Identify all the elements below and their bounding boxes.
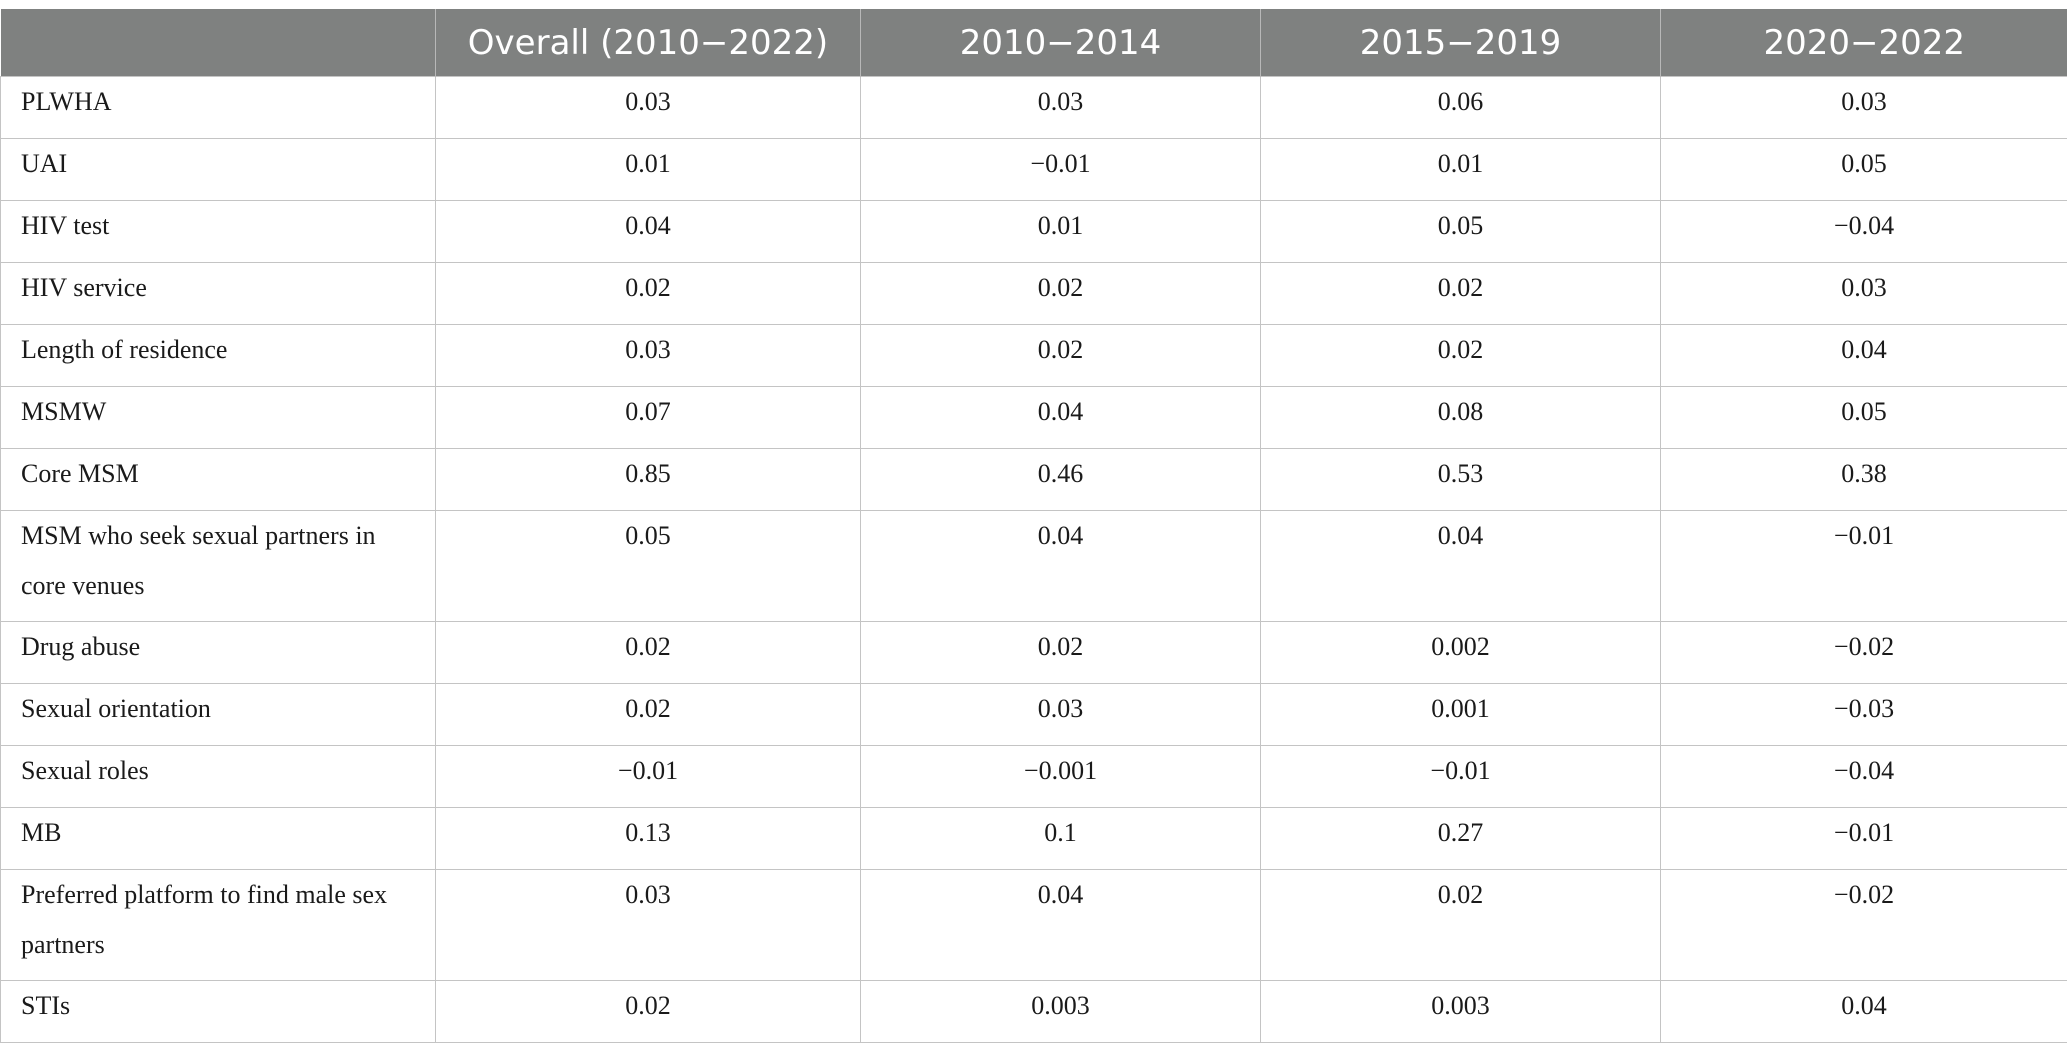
header-cell-overall: Overall (2010−2022) [435, 9, 861, 77]
data-table-container: Overall (2010−2022) 2010−2014 2015−2019 … [0, 9, 2067, 1043]
value-cell: 0.27 [1260, 807, 1661, 870]
row-label: HIV test [0, 200, 436, 263]
row-label: Length of residence [0, 324, 436, 387]
header-cell-empty [0, 9, 436, 77]
value-cell: 0.04 [1260, 510, 1661, 622]
value-cell: 0.53 [1260, 448, 1661, 511]
table-row: UAI 0.01 −0.01 0.01 0.05 [0, 138, 2067, 201]
row-label: Drug abuse [0, 621, 436, 684]
value-cell: 0.07 [435, 386, 861, 449]
value-cell: 0.04 [1660, 324, 2067, 387]
row-label: Preferred platform to find male sex part… [0, 869, 436, 981]
value-cell: 0.02 [435, 621, 861, 684]
value-cell: 0.02 [1260, 869, 1661, 981]
value-cell: 0.04 [860, 869, 1261, 981]
header-row: Overall (2010−2022) 2010−2014 2015−2019 … [0, 9, 2067, 77]
table-row: MB 0.13 0.1 0.27 −0.01 [0, 807, 2067, 870]
value-cell: 0.01 [1260, 138, 1661, 201]
row-label: Sexual roles [0, 745, 436, 808]
table-row: HIV test 0.04 0.01 0.05 −0.04 [0, 200, 2067, 263]
table-row: Sexual roles −0.01 −0.001 −0.01 −0.04 [0, 745, 2067, 808]
value-cell: 0.05 [435, 510, 861, 622]
value-cell: 0.03 [1660, 262, 2067, 325]
value-cell: 0.001 [1260, 683, 1661, 746]
table-row: STIs 0.02 0.003 0.003 0.04 [0, 980, 2067, 1043]
value-cell: −0.001 [860, 745, 1261, 808]
value-cell: 0.1 [860, 807, 1261, 870]
value-cell: 0.05 [1660, 138, 2067, 201]
value-cell: −0.04 [1660, 200, 2067, 263]
row-label: UAI [0, 138, 436, 201]
value-cell: 0.03 [860, 683, 1261, 746]
row-label: MB [0, 807, 436, 870]
table-row: PLWHA 0.03 0.03 0.06 0.03 [0, 76, 2067, 139]
value-cell: −0.01 [1660, 807, 2067, 870]
row-label: PLWHA [0, 76, 436, 139]
table-row: Core MSM 0.85 0.46 0.53 0.38 [0, 448, 2067, 511]
table-row: Preferred platform to find male sex part… [0, 869, 2067, 981]
value-cell: −0.04 [1660, 745, 2067, 808]
value-cell: 0.03 [1660, 76, 2067, 139]
value-cell: 0.04 [860, 510, 1261, 622]
value-cell: 0.003 [1260, 980, 1661, 1043]
value-cell: 0.08 [1260, 386, 1661, 449]
value-cell: 0.85 [435, 448, 861, 511]
value-cell: 0.38 [1660, 448, 2067, 511]
value-cell: 0.04 [860, 386, 1261, 449]
table-row: MSM who seek sexual partners in core ven… [0, 510, 2067, 622]
value-cell: 0.02 [860, 621, 1261, 684]
value-cell: 0.02 [435, 683, 861, 746]
value-cell: 0.03 [860, 76, 1261, 139]
table-row: Sexual orientation 0.02 0.03 0.001 −0.03 [0, 683, 2067, 746]
value-cell: 0.05 [1260, 200, 1661, 263]
value-cell: −0.01 [1660, 510, 2067, 622]
value-cell: 0.02 [860, 324, 1261, 387]
value-cell: −0.01 [435, 745, 861, 808]
value-cell: 0.04 [435, 200, 861, 263]
value-cell: 0.02 [435, 262, 861, 325]
header-cell-2015-2019: 2015−2019 [1260, 9, 1661, 77]
header-cell-2020-2022: 2020−2022 [1660, 9, 2067, 77]
value-cell: 0.02 [860, 262, 1261, 325]
value-cell: −0.01 [860, 138, 1261, 201]
row-label: STIs [0, 980, 436, 1043]
value-cell: 0.03 [435, 869, 861, 981]
value-cell: 0.003 [860, 980, 1261, 1043]
table-body: PLWHA 0.03 0.03 0.06 0.03 UAI 0.01 −0.01 0.01 0.0… [0, 76, 2067, 1043]
row-label: HIV service [0, 262, 436, 325]
row-label: Sexual orientation [0, 683, 436, 746]
value-cell: 0.03 [435, 76, 861, 139]
value-cell: 0.002 [1260, 621, 1661, 684]
header-cell-2010-2014: 2010−2014 [860, 9, 1261, 77]
table-row: Drug abuse 0.02 0.02 0.002 −0.02 [0, 621, 2067, 684]
value-cell: 0.01 [435, 138, 861, 201]
table-row: MSMW 0.07 0.04 0.08 0.05 [0, 386, 2067, 449]
value-cell: 0.02 [435, 980, 861, 1043]
value-cell: −0.02 [1660, 869, 2067, 981]
value-cell: 0.03 [435, 324, 861, 387]
row-label: Core MSM [0, 448, 436, 511]
data-table: Overall (2010−2022) 2010−2014 2015−2019 … [0, 9, 2067, 1043]
value-cell: −0.02 [1660, 621, 2067, 684]
table-row: Length of residence 0.03 0.02 0.02 0.04 [0, 324, 2067, 387]
value-cell: 0.06 [1260, 76, 1661, 139]
value-cell: −0.01 [1260, 745, 1661, 808]
table-row: HIV service 0.02 0.02 0.02 0.03 [0, 262, 2067, 325]
row-label: MSM who seek sexual partners in core ven… [0, 510, 436, 622]
value-cell: 0.04 [1660, 980, 2067, 1043]
value-cell: 0.01 [860, 200, 1261, 263]
table-header: Overall (2010−2022) 2010−2014 2015−2019 … [0, 9, 2067, 77]
row-label: MSMW [0, 386, 436, 449]
value-cell: −0.03 [1660, 683, 2067, 746]
value-cell: 0.46 [860, 448, 1261, 511]
value-cell: 0.02 [1260, 324, 1661, 387]
value-cell: 0.02 [1260, 262, 1661, 325]
value-cell: 0.05 [1660, 386, 2067, 449]
value-cell: 0.13 [435, 807, 861, 870]
